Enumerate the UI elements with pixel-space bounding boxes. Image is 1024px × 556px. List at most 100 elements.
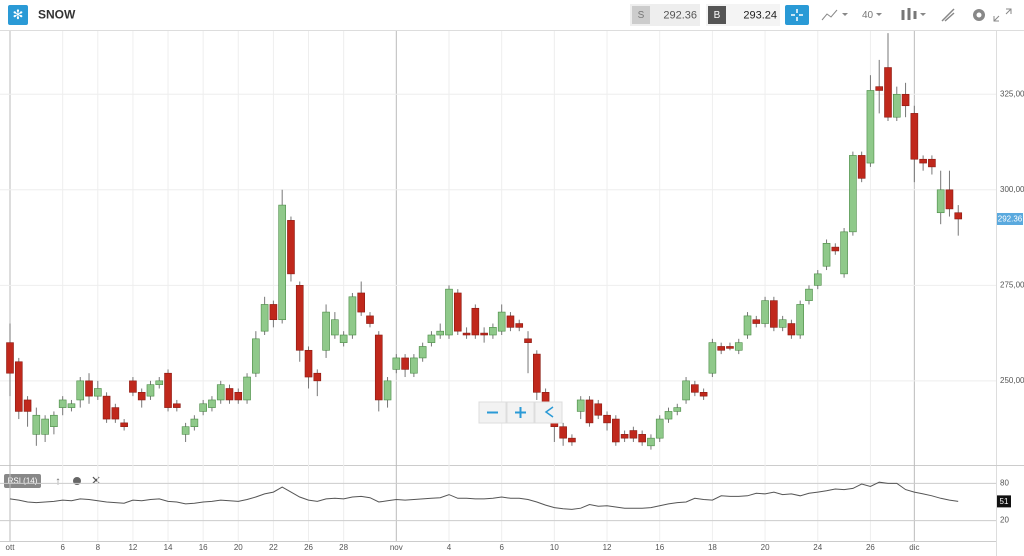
rsi-tick-label: 20	[1000, 516, 1009, 525]
rsi-last-label: 51	[1000, 497, 1009, 506]
candle-body	[568, 437, 576, 443]
candle-body	[928, 158, 936, 168]
zoom-controls	[478, 401, 563, 424]
x-tick-label: 24	[813, 543, 822, 552]
candle-body	[559, 426, 567, 439]
sell-tag	[632, 6, 650, 24]
x-tick-label: 10	[550, 543, 559, 552]
candle-body	[199, 403, 207, 412]
crosshair-button[interactable]	[785, 5, 809, 25]
candle-body	[295, 285, 304, 351]
candle-body	[278, 204, 286, 321]
candle-body	[892, 93, 901, 118]
candle-body	[594, 403, 603, 416]
candle-body	[427, 334, 436, 343]
x-tick-label: 12	[128, 543, 137, 552]
draw-button[interactable]	[941, 8, 955, 22]
candle-body	[146, 384, 155, 397]
candle-body	[357, 292, 366, 313]
candle-body	[743, 315, 752, 336]
candle-body	[603, 414, 611, 424]
candle-body	[954, 212, 963, 220]
candle-body	[374, 334, 383, 401]
candle-body	[243, 376, 251, 401]
candle-body	[252, 338, 260, 374]
candle-body	[857, 155, 866, 179]
candle-body	[480, 332, 488, 336]
chart-type-button[interactable]	[821, 9, 838, 21]
x-tick-label: 6	[499, 543, 504, 552]
y-tick-label: 275,00	[1000, 280, 1024, 289]
x-tick-label: 6	[60, 543, 65, 552]
candle-body	[190, 418, 199, 428]
x-tick-label: nov	[390, 543, 403, 552]
candle-body	[67, 403, 76, 408]
x-tick-label: 14	[164, 543, 173, 552]
candle-body	[866, 90, 875, 164]
rsi-tick-label: 80	[1000, 479, 1009, 488]
x-tick-label: 20	[234, 543, 243, 552]
x-tick-label: ott	[6, 543, 16, 552]
rsi-up-button[interactable]: ↑	[55, 475, 61, 487]
x-tick-label: 18	[708, 543, 717, 552]
candle-body	[796, 304, 805, 336]
candle-body	[726, 346, 734, 349]
candle-body	[840, 231, 848, 275]
y-tick-label: 250,00	[1000, 376, 1024, 385]
crosshair-icon	[791, 9, 803, 21]
candle-body	[673, 407, 682, 412]
rsi-label-box[interactable]	[4, 474, 41, 488]
candle-body	[506, 315, 515, 328]
settings-hole	[976, 12, 982, 18]
candle-body	[770, 300, 778, 328]
y-tick-label: 300,00	[1000, 185, 1024, 194]
candle-body	[734, 342, 743, 351]
candle-body	[436, 330, 445, 336]
symbol[interactable]: SNOW	[38, 8, 76, 22]
candle-body	[339, 334, 348, 343]
candle-body	[410, 357, 418, 374]
sell-price: 292.36	[663, 9, 697, 21]
x-tick-label: 16	[655, 543, 664, 552]
rsi-title: RSI (14)	[8, 477, 38, 486]
candle-body	[225, 388, 234, 401]
candle-body	[532, 353, 541, 393]
buy-label: B	[714, 10, 721, 21]
x-tick-label: 4	[447, 543, 452, 552]
candle-body	[137, 392, 146, 401]
candle-body	[313, 372, 322, 382]
fullscreen-button[interactable]	[993, 8, 1012, 22]
candle-body	[647, 437, 655, 447]
x-tick-label: 26	[304, 543, 313, 552]
buy-price: 293.24	[743, 9, 777, 21]
sell-label: S	[638, 10, 645, 21]
x-tick-label: 16	[199, 543, 208, 552]
candle-body	[401, 357, 409, 370]
candle-body	[164, 372, 172, 408]
candle-body	[41, 418, 49, 435]
candle-body	[936, 189, 945, 214]
candle-body	[418, 346, 427, 359]
rsi-close-button[interactable]: ✕	[91, 474, 101, 488]
candle-body	[181, 426, 190, 435]
candles-button[interactable]	[901, 8, 917, 20]
candle-body	[94, 388, 102, 397]
share-button[interactable]	[534, 401, 563, 424]
candle-body	[708, 342, 717, 374]
candle-body	[849, 155, 857, 233]
candle-body	[875, 86, 884, 91]
y-tick-label: 325,00	[1000, 89, 1024, 98]
candle-body	[216, 384, 225, 401]
candle-body	[682, 380, 690, 401]
candle-body	[383, 380, 392, 401]
candle-body	[620, 434, 629, 439]
candle-body	[85, 380, 93, 397]
interval-button[interactable]: 40	[862, 10, 874, 21]
candle-body	[910, 113, 919, 160]
zoom-in-icon	[515, 407, 526, 418]
candle-body	[58, 399, 67, 408]
candle-body	[831, 246, 840, 252]
candle-body	[32, 414, 41, 435]
